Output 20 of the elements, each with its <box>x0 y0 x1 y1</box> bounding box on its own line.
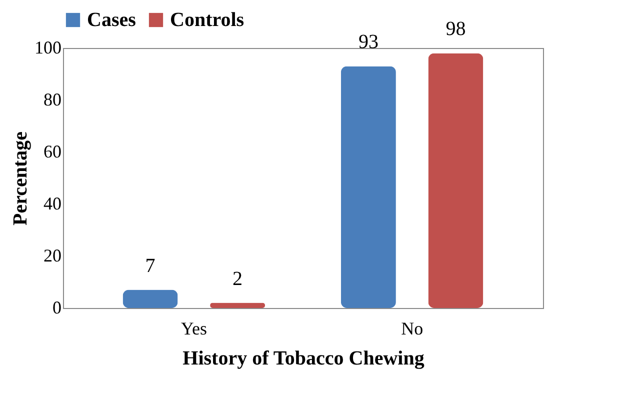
data-label: 7 <box>145 254 156 277</box>
legend-label: Controls <box>170 9 244 31</box>
legend-label: Cases <box>87 9 136 31</box>
data-label: 98 <box>446 18 466 40</box>
bar <box>210 302 266 308</box>
y-tick-label: 40 <box>44 194 62 214</box>
y-tick-label: 100 <box>34 38 62 58</box>
x-axis-title: History of Tobacco Chewing <box>182 348 424 370</box>
y-tick-label: 80 <box>44 90 62 110</box>
y-tick-label: 60 <box>44 142 62 162</box>
y-tick-label: 0 <box>52 298 62 318</box>
data-label: 2 <box>232 268 243 290</box>
bar <box>428 53 484 308</box>
bar <box>122 290 178 308</box>
x-tick-label: Yes <box>180 318 208 338</box>
x-tick-label: No <box>401 318 424 338</box>
bar <box>340 66 396 308</box>
y-axis-title: Percentage <box>10 131 32 226</box>
y-tick-label: 20 <box>44 246 62 266</box>
data-label: 93 <box>358 31 378 54</box>
